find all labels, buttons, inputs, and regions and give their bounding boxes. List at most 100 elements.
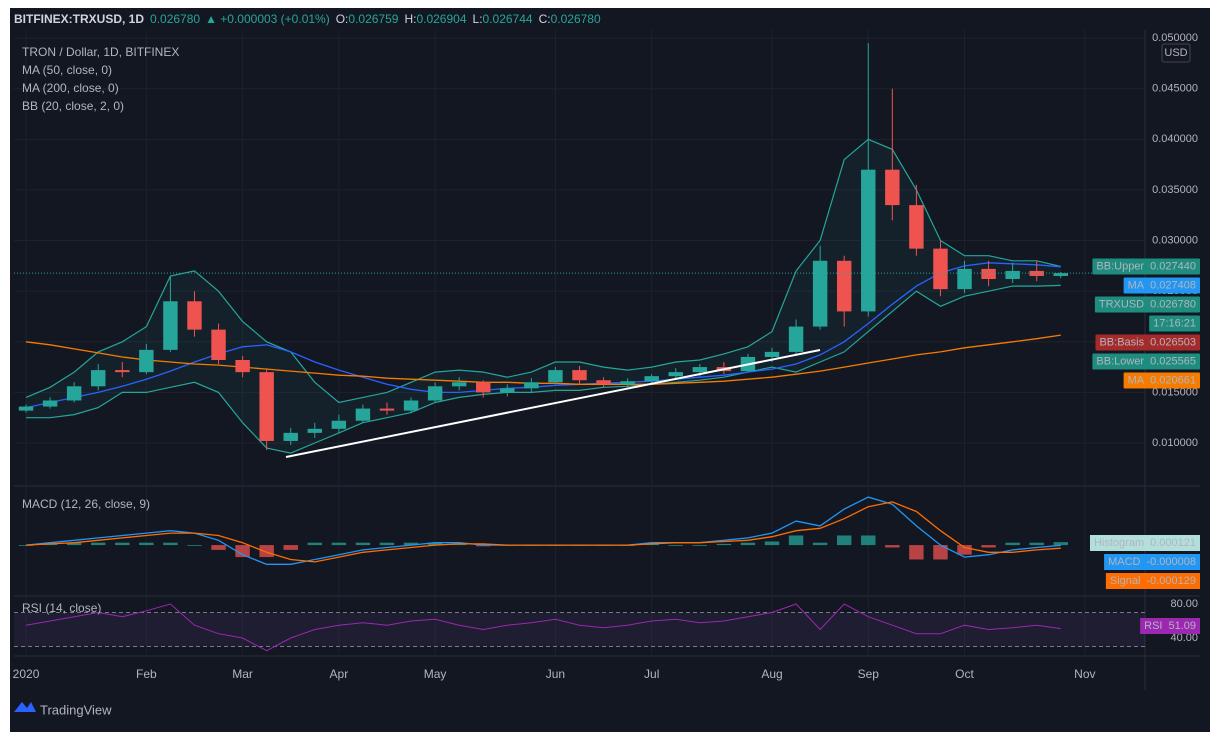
histogram-bar [716,543,732,546]
price-label [1095,334,1200,351]
x-tick-label: Nov [1074,667,1095,681]
histogram-bar [1029,542,1044,546]
histogram-bar [692,545,708,546]
price-label-part: 0.027440 [1150,260,1196,272]
price-label-part: 0.020661 [1150,374,1196,386]
candle-body [259,372,274,441]
candle-body [909,205,924,249]
price-label-text: MA 0.027408 [1128,279,1196,291]
price-label-text: BB:Upper 0.027440 [1096,260,1196,272]
ohlc-label: C: [539,12,551,26]
price-label [1092,353,1200,370]
pane-label-text: Signal -0.000129 [1110,575,1196,587]
y-tick-label: 0.035000 [1152,184,1198,196]
price-label-text: BB:Basis 0.026503 [1099,336,1196,348]
price-label-text: 17:16:21 [1153,317,1196,329]
ma-line [25,262,1061,409]
ma-line [25,334,1061,385]
candle-body [548,370,563,383]
histogram-bar [909,545,924,560]
ohlc-value: 0.026759 [348,12,398,26]
histogram-bar [1005,542,1020,546]
histogram-bar [740,542,756,546]
pane-label-value: 51.09 [1168,620,1196,632]
pane-label-name: Signal [1110,575,1141,587]
price-label-part: BB:Lower [1096,355,1144,367]
pane-label [1089,535,1200,551]
candle-body [861,169,876,312]
candle-body [18,406,34,411]
pane-label-text: Histogram 0.000121 [1094,537,1196,549]
histogram-bar [187,545,202,546]
pane-label-value: -0.000008 [1146,556,1196,568]
pane-label-name: MACD [1108,556,1140,568]
histogram-bar [139,542,154,546]
y-tick-label: 0.045000 [1152,83,1198,95]
y-tick-label: 0.015000 [1152,386,1198,398]
rsi-title: RSI (14, close) [22,601,101,615]
histogram-bar [211,545,226,550]
candle-body [668,372,683,377]
histogram-bar [861,535,876,546]
last-price: 0.026780 [150,12,200,26]
price-label-part: 17:16:21 [1153,317,1196,329]
pane-label-text: RSI 51.09 [1144,620,1196,632]
pane-label-name: RSI [1144,620,1162,632]
candle-body [211,329,226,360]
y-tick-label: 0.010000 [1152,437,1198,449]
header: BITFINEX:TRXUSD, 1D 0.026780 ▲ +0.000003 (… [14,12,601,26]
ohlc-label: O: [336,12,349,26]
ohlc-label: L: [473,12,483,26]
price-label-text: BB:Lower 0.025565 [1096,355,1196,367]
brand-logo [14,702,36,712]
candle-body [1053,273,1068,276]
y-tick-label: 0.030000 [1152,234,1198,246]
x-tick-label: Mar [232,667,253,681]
histogram-bar [668,545,683,546]
x-tick-label: Feb [136,667,157,681]
ohlc-value: 0.026904 [416,12,466,26]
candle-body [451,382,467,387]
histogram-bar [91,542,106,546]
price-label-part: MA [1128,279,1145,291]
candle-body [885,169,900,206]
ohlc-label: H: [404,12,416,26]
ohlc-value: 0.026744 [483,12,533,26]
bb-lower [26,284,1061,454]
candle-body [812,260,828,327]
candle-body [235,359,250,373]
candle-body [187,301,202,330]
candle-body [500,388,515,393]
x-tick-label: 2020 [13,667,40,681]
candle-body [331,420,347,429]
price-label [1123,277,1200,294]
x-tick-label: Sep [858,667,880,681]
candle-body [379,408,395,411]
bb-upper [25,138,1061,404]
price-label-text: MA 0.020661 [1128,374,1196,386]
histogram-bar [403,542,419,546]
candle-body [764,351,780,357]
legend-entry: MA (50, close, 0) [22,63,112,77]
price-label [1092,258,1200,275]
histogram-bar [307,542,323,546]
macd-title: MACD (12, 26, close, 9) [22,497,150,511]
candle-body [476,382,491,393]
rsi-line [25,603,1061,652]
candle-body [692,367,708,373]
histogram-bar [981,545,996,548]
pane-label-value: 0.000121 [1150,537,1196,549]
symbol: BITFINEX:TRXUSD, 1D [14,12,144,26]
histogram-bar [427,542,443,546]
x-tick-label: May [424,667,447,681]
candle-body [788,326,804,352]
histogram-bar [259,545,274,558]
x-tick-label: Aug [761,667,782,681]
histogram-bar [235,545,250,558]
price-label-part: 0.025565 [1150,355,1196,367]
candle-body [644,376,659,382]
x-tick-label: Jul [644,667,659,681]
ohlc-value: 0.026780 [551,12,601,26]
price-label-part: 0.026780 [1150,298,1196,310]
